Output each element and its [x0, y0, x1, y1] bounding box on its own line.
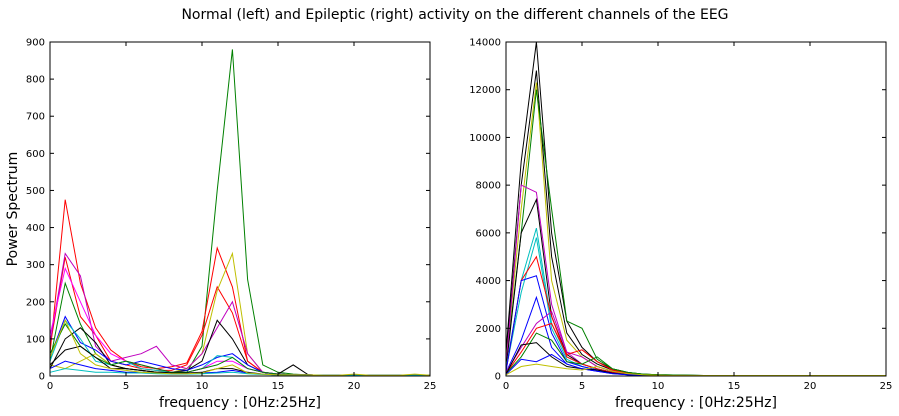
right-x-tick-label-5: 25 [880, 381, 893, 392]
right-y-tick-label-0: 0 [495, 372, 501, 383]
right-y-tick-label-5: 10000 [469, 133, 501, 144]
right-chart: 0 5 10 15 20 25 0 2000 4000 6000 8000 10000 12000 140… [469, 38, 892, 412]
left-axes-frame [49, 41, 431, 377]
left-x-axis-label: frequency : [0Hz:25Hz] [159, 395, 321, 411]
left-series-line-14 [49, 319, 431, 376]
left-x-tick-label-0: 0 [47, 381, 53, 392]
left-y-tick-label-6: 600 [26, 149, 45, 160]
right-x-tick-label-4: 20 [804, 381, 817, 392]
right-y-tick-label-6: 12000 [469, 85, 501, 96]
left-x-tick-label-5: 25 [424, 381, 437, 392]
left-y-tick-label-9: 900 [26, 38, 45, 49]
left-y-tick-label-3: 300 [26, 260, 45, 271]
right-x-tick-label-2: 10 [652, 381, 665, 392]
left-y-tick-label-7: 700 [26, 112, 45, 123]
figure-title: Normal (left) and Epileptic (right) acti… [181, 7, 728, 23]
right-y-tick-label-4: 8000 [476, 181, 501, 192]
right-y-tick-label-7: 14000 [469, 38, 501, 49]
left-y-tick-label-5: 500 [26, 186, 45, 197]
left-x-tick-label-3: 15 [272, 381, 285, 392]
left-chart: 0 5 10 15 20 25 0 100 200 300 400 500 600 700 800 900 fr… [5, 38, 436, 412]
left-y-tick-label-4: 400 [26, 223, 45, 234]
right-y-tick-label-1: 2000 [476, 324, 501, 335]
left-y-tick-label-8: 800 [26, 75, 45, 86]
left-y-axis-label: Power Spectrum [5, 152, 21, 267]
right-y-tick-label-3: 6000 [476, 228, 501, 239]
left-y-tick-label-0: 0 [39, 372, 45, 383]
left-x-tick-label-4: 20 [348, 381, 361, 392]
right-x-tick-label-0: 0 [503, 381, 509, 392]
left-x-tick-label-2: 10 [196, 381, 209, 392]
left-y-tick-label-2: 200 [26, 297, 45, 308]
left-x-tick-label-1: 5 [123, 381, 129, 392]
right-x-axis-label: frequency : [0Hz:25Hz] [615, 395, 777, 411]
left-y-tick-label-1: 100 [26, 334, 45, 345]
right-x-tick-label-1: 5 [579, 381, 585, 392]
right-axes-frame [505, 41, 887, 377]
right-y-tick-label-2: 4000 [476, 276, 501, 287]
right-x-tick-label-3: 15 [728, 381, 741, 392]
